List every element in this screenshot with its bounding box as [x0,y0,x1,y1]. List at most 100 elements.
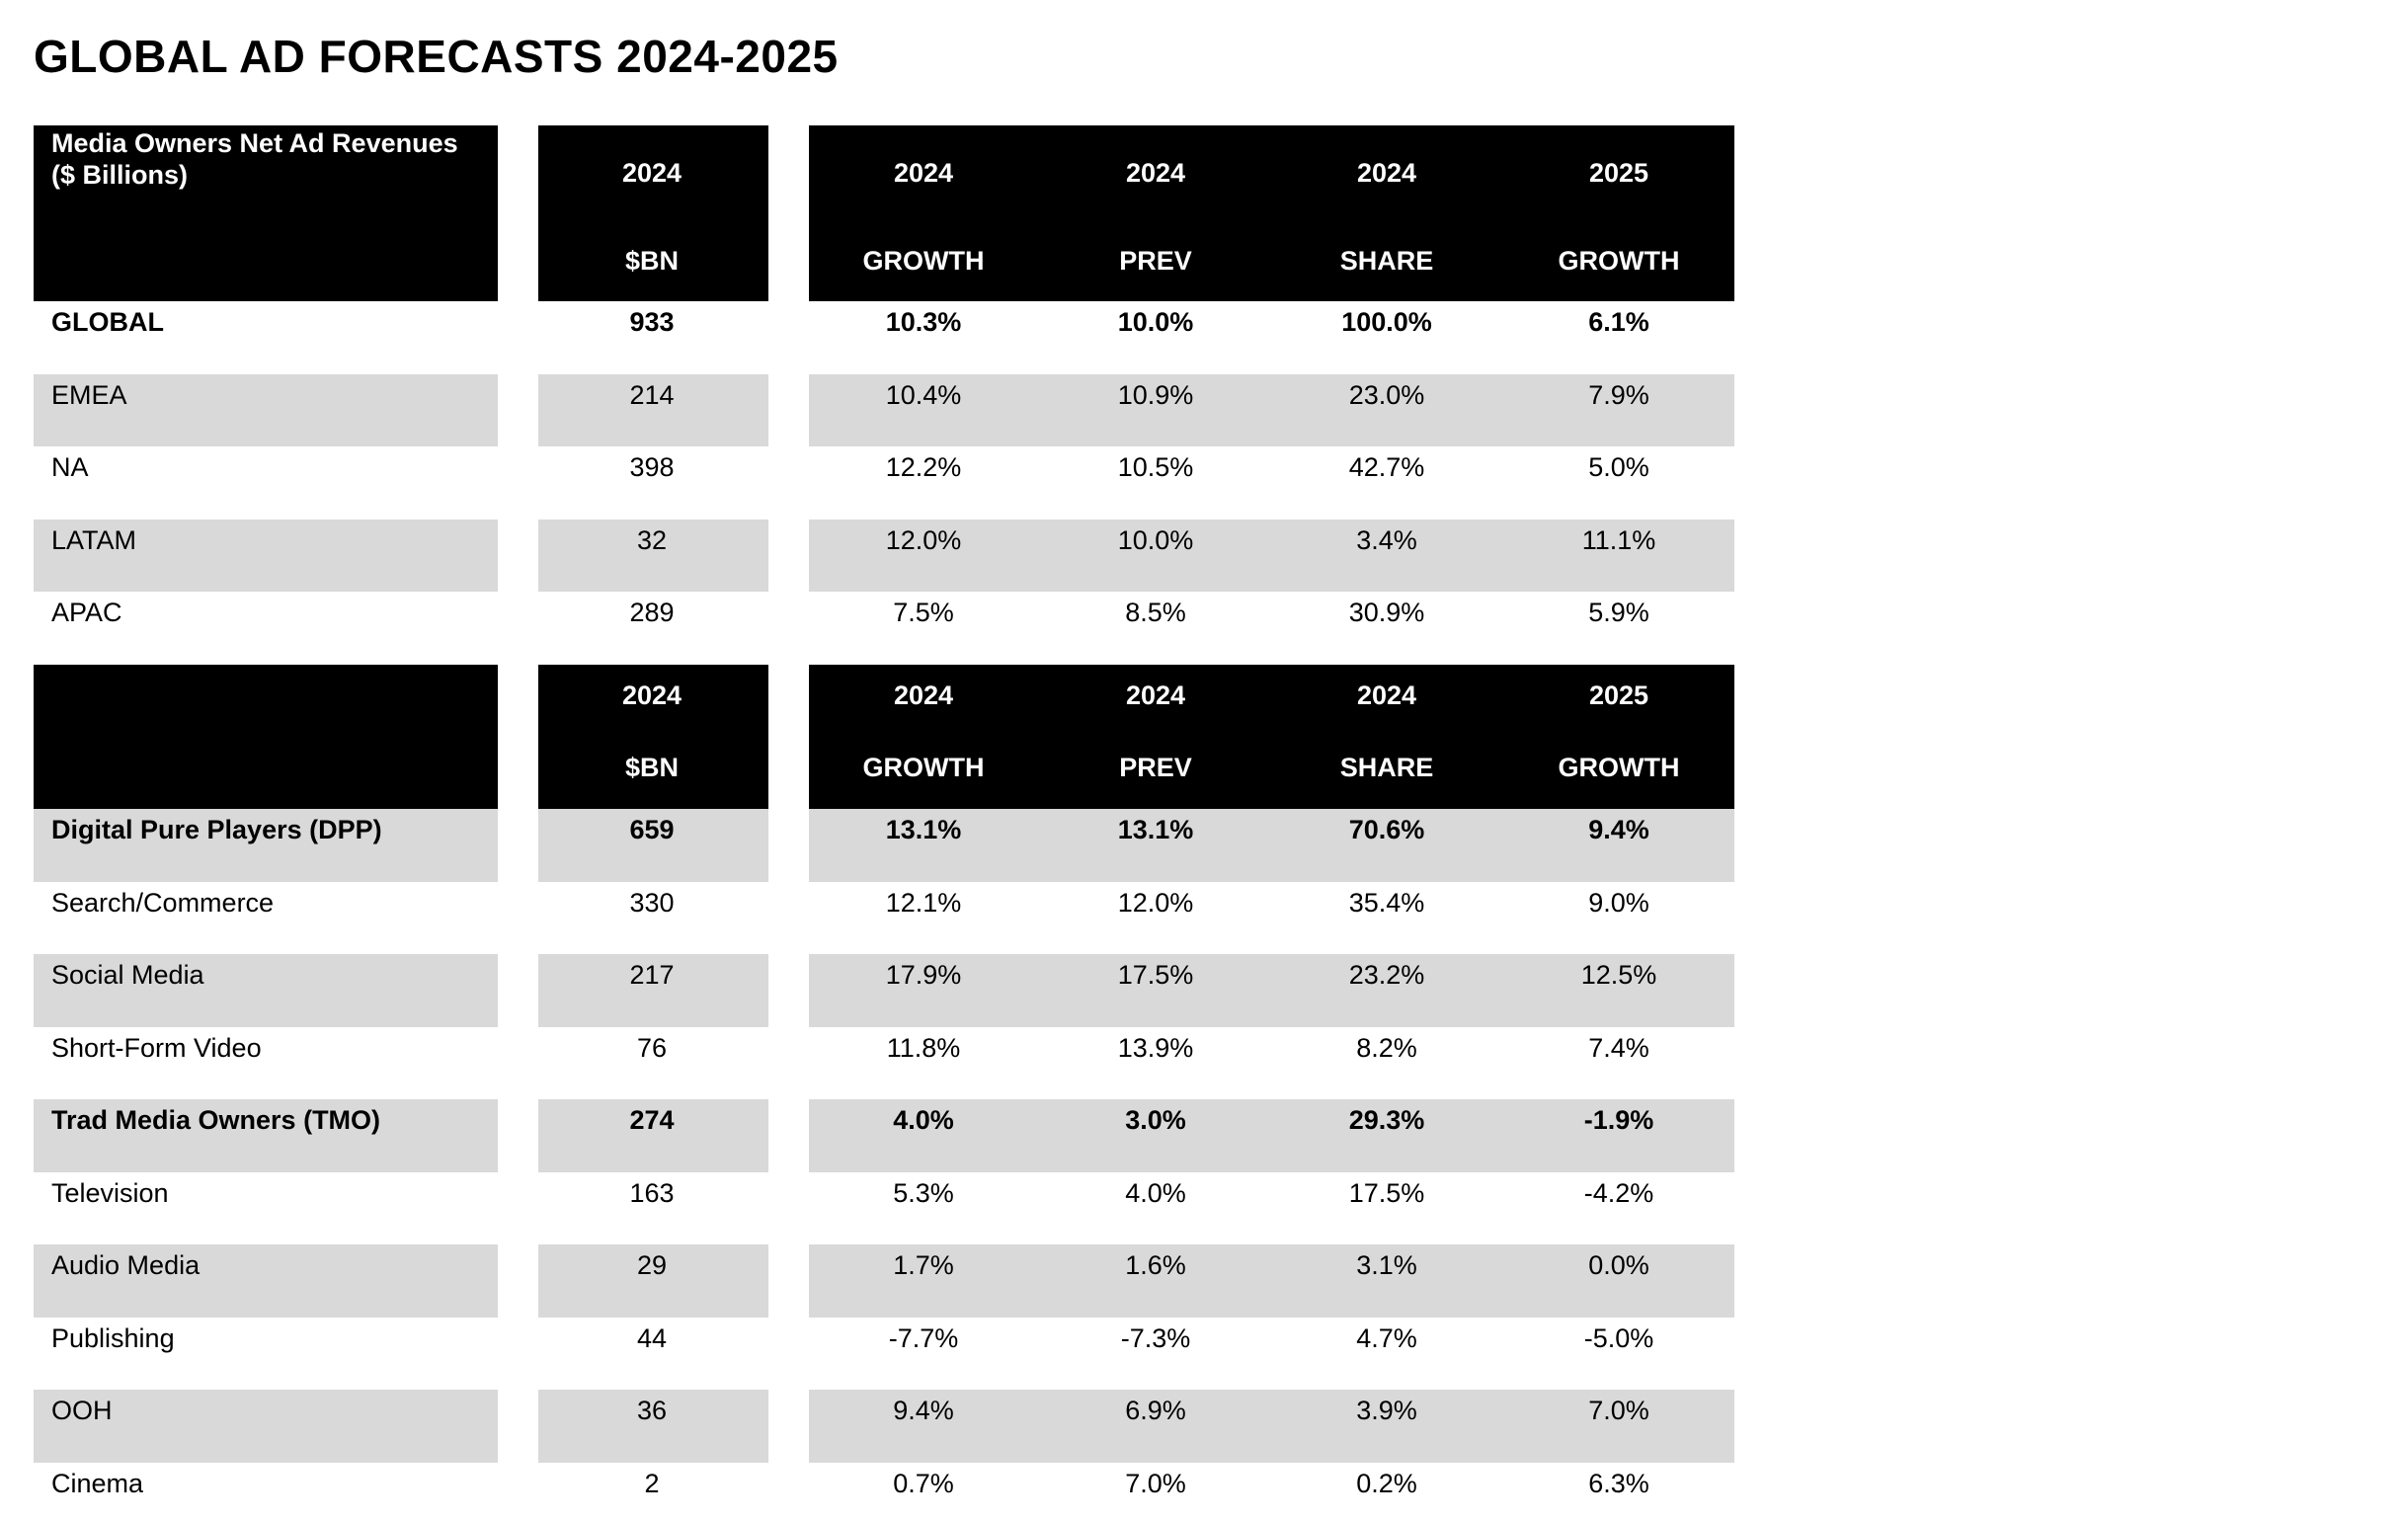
table-cell: 76 [636,1032,668,1063]
row-shade [538,519,768,592]
table-cell: -7.3% [1120,1322,1191,1353]
table-cell: -7.7% [888,1322,959,1353]
table-cell: 17.9% [885,960,962,990]
row-label: EMEA [51,379,127,410]
table-1-metrics-header [809,125,1734,301]
table-cell: 17.5% [1348,1177,1425,1208]
column-header-metric: PREV [1119,753,1192,782]
row-shade [809,1244,1734,1318]
table-cell: 0.0% [1588,1250,1649,1280]
column-header-year: 2024 [893,158,954,188]
table-1-label-header [34,125,498,301]
row-label: Audio Media [51,1250,201,1280]
column-header-metric: GROWTH [862,246,985,276]
table-cell: 10.5% [1117,452,1194,482]
row-shade [538,1244,768,1318]
table-cell: 3.4% [1356,524,1417,555]
table-cell: 0.7% [893,1468,954,1498]
table-cell: 289 [629,598,675,627]
table-1-bn-header [538,125,768,301]
table-cell: 8.5% [1125,598,1186,627]
table-cell: 11.1% [1581,524,1656,555]
row-shade [34,373,498,446]
row-label: Publishing [51,1322,175,1353]
row-label: LATAM [51,524,137,555]
row-label: OOH [51,1396,113,1425]
column-header-year: 2025 [1588,158,1649,188]
column-header-metric: $BN [624,246,679,276]
column-header-metric: GROWTH [1558,246,1680,276]
table-cell: 10.4% [885,379,962,410]
row-label: Social Media [51,960,204,990]
table-cell: 29 [636,1250,668,1280]
table-cell: 17.5% [1117,960,1194,990]
table-cell: 217 [629,960,675,990]
row-shade [34,519,498,592]
table-cell: 3.9% [1356,1396,1417,1425]
row-label: Trad Media Owners (TMO) [51,1105,381,1135]
row-shade [538,1390,768,1463]
table-2-metrics-header [809,665,1734,809]
table-cell: 7.0% [1588,1396,1649,1425]
row-shade [809,1390,1734,1463]
table-cell: 330 [629,887,675,918]
table-cell: 2 [644,1468,660,1498]
table-cell: 44 [636,1322,668,1353]
table-cell: 100.0% [1341,307,1432,337]
column-header-year: 2024 [621,680,682,710]
table-2-bn-header [538,665,768,809]
table-cell: 35.4% [1348,887,1425,918]
table-cell: 13.1% [885,815,962,844]
table-cell: 7.5% [893,598,954,627]
row-shade [809,809,1734,882]
column-header-metric: PREV [1119,246,1192,276]
table-cell: 9.0% [1588,887,1649,918]
row-shade [809,519,1734,592]
column-header-metric: SHARE [1339,246,1434,276]
row-shade [34,1390,498,1463]
table-cell: 23.0% [1348,379,1425,410]
column-header-year: 2024 [621,158,682,188]
table-cell: 11.8% [886,1032,961,1063]
table-cell: 5.0% [1588,452,1649,482]
table-cell: 4.0% [893,1105,954,1135]
column-header-year: 2024 [1356,158,1417,188]
column-header-year: 2024 [1125,680,1186,710]
table-cell: 7.0% [1125,1468,1186,1498]
table-cell: 4.7% [1356,1322,1417,1353]
table-cell: 933 [629,307,675,337]
table-cell: 30.9% [1348,598,1425,627]
row-shade [809,954,1734,1027]
table-cell: 5.3% [893,1177,954,1208]
column-header-metric: GROWTH [862,753,985,782]
column-header-metric: $BN [624,753,679,782]
column-header-metric: SHARE [1339,753,1434,782]
table-cell: 3.0% [1125,1105,1186,1135]
table-cell: 12.0% [1117,887,1194,918]
table-cell: 12.5% [1580,960,1657,990]
table-cell: 9.4% [893,1396,954,1425]
table-cell: 36 [636,1396,668,1425]
table-cell: 13.1% [1117,815,1194,844]
table-cell: 1.7% [893,1250,954,1280]
row-label: NA [51,452,89,482]
table-cell: 0.2% [1356,1468,1417,1498]
row-label: Digital Pure Players (DPP) [51,815,382,844]
row-shade [809,373,1734,446]
table-cell: 659 [629,815,675,844]
table-cell: 10.3% [885,307,962,337]
table-cell: 6.1% [1588,307,1649,337]
row-label: Cinema [51,1468,144,1498]
table-cell: 70.6% [1348,815,1425,844]
table-cell: 7.9% [1588,379,1649,410]
column-header-year: 2024 [1356,680,1417,710]
row-shade [538,373,768,446]
table-cell: 214 [629,379,675,410]
row-label: GLOBAL [51,307,164,337]
row-label: APAC [51,598,122,627]
row-shade [809,1099,1734,1172]
table-cell: -5.0% [1583,1322,1654,1353]
row-shade [538,954,768,1027]
table-cell: -4.2% [1583,1177,1654,1208]
table-2-label-header [34,665,498,809]
